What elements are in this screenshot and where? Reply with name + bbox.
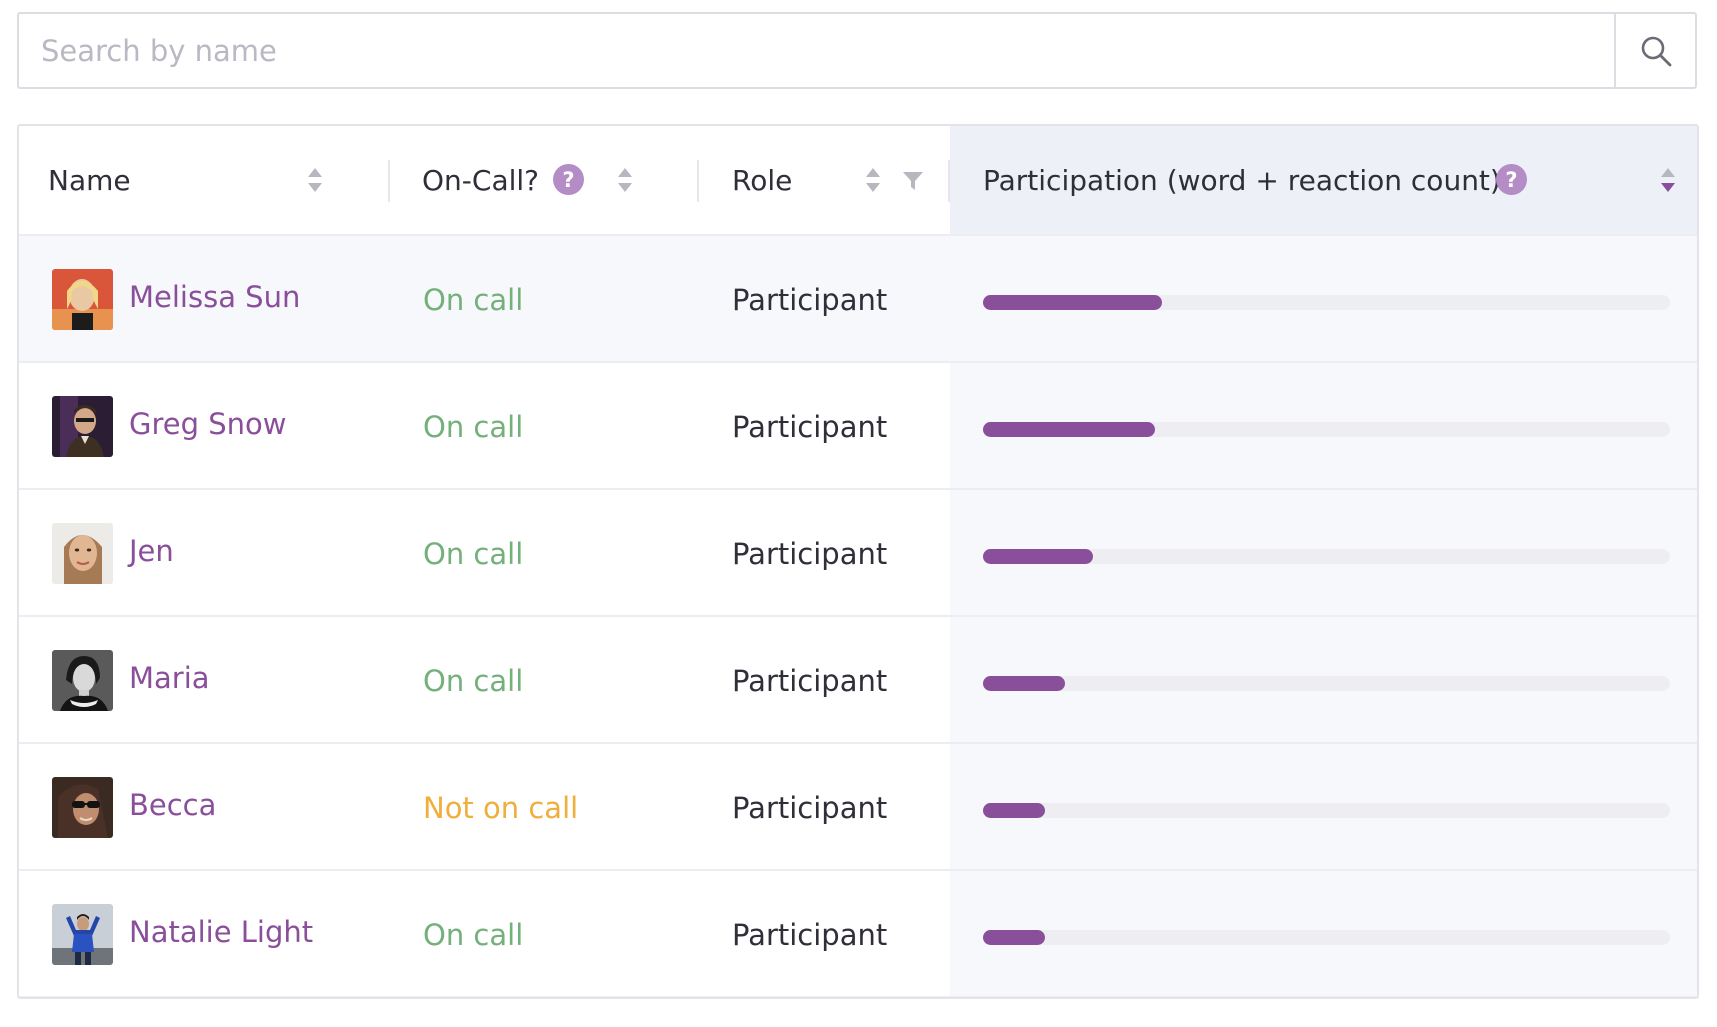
- participant-name-link[interactable]: Becca: [129, 788, 217, 822]
- participation-bar: [983, 295, 1670, 310]
- avatar: [52, 269, 113, 330]
- column-header-participation-label: Participation (word + reaction count): [983, 163, 1501, 197]
- participant-name-link[interactable]: Greg Snow: [129, 407, 287, 441]
- table-row[interactable]: Natalie Light On call Participant: [19, 871, 1697, 997]
- participation-bar-fill: [983, 676, 1066, 691]
- sort-icon[interactable]: [865, 167, 881, 193]
- participation-bar: [983, 549, 1670, 564]
- table-row[interactable]: Greg Snow On call Participant: [19, 363, 1697, 490]
- table-row[interactable]: Becca Not on call Participant: [19, 744, 1697, 871]
- search-input[interactable]: [19, 14, 1614, 87]
- help-icon-glyph: ?: [1505, 167, 1518, 192]
- participation-bar: [983, 803, 1670, 818]
- column-header-participation[interactable]: Participation (word + reaction count): [983, 126, 1501, 234]
- participation-bar: [983, 422, 1670, 437]
- search-button[interactable]: [1614, 14, 1695, 87]
- column-header-on-call[interactable]: On-Call?: [422, 126, 539, 234]
- avatar: [52, 396, 113, 457]
- column-header-role-label: Role: [732, 163, 793, 197]
- participant-name-link[interactable]: Maria: [129, 661, 210, 695]
- participation-bar-fill: [983, 803, 1045, 818]
- column-header-on-call-label: On-Call?: [422, 163, 540, 197]
- table-row[interactable]: Jen On call Participant: [19, 490, 1697, 617]
- participation-bar: [983, 930, 1670, 945]
- help-icon-glyph: ?: [562, 167, 575, 192]
- role-text: Participant: [732, 410, 888, 444]
- sort-icon[interactable]: [307, 167, 323, 193]
- help-icon[interactable]: ?: [1496, 164, 1527, 195]
- role-text: Participant: [732, 791, 888, 825]
- column-divider: [697, 160, 699, 202]
- sort-icon[interactable]: [617, 167, 633, 193]
- role-text: Participant: [732, 664, 888, 698]
- participation-bar-fill: [983, 549, 1093, 564]
- on-call-status: On call: [423, 410, 524, 444]
- on-call-status: Not on call: [423, 791, 579, 825]
- avatar: [52, 904, 113, 965]
- avatar: [52, 523, 113, 584]
- on-call-status: On call: [423, 918, 524, 952]
- participation-bar-fill: [983, 295, 1162, 310]
- avatar: [52, 650, 113, 711]
- participants-table: Name On-Call? ? Role Parti: [17, 124, 1699, 999]
- column-header-name-label: Name: [48, 163, 131, 197]
- column-header-role[interactable]: Role: [732, 126, 792, 234]
- participant-name-link[interactable]: Melissa Sun: [129, 280, 301, 314]
- role-text: Participant: [732, 537, 888, 571]
- participant-name-link[interactable]: Natalie Light: [129, 915, 314, 949]
- table-header: Name On-Call? ? Role Parti: [19, 126, 1697, 236]
- role-text: Participant: [732, 283, 888, 317]
- sort-descending-icon[interactable]: [1660, 167, 1676, 193]
- column-divider: [948, 160, 950, 202]
- participation-bar: [983, 676, 1670, 691]
- search-icon: [1641, 36, 1671, 66]
- table-row[interactable]: Melissa Sun On call Participant: [19, 236, 1697, 363]
- on-call-status: On call: [423, 664, 524, 698]
- column-header-name[interactable]: Name: [48, 126, 131, 234]
- on-call-status: On call: [423, 537, 524, 571]
- help-icon[interactable]: ?: [553, 164, 584, 195]
- participant-name-link[interactable]: Jen: [129, 534, 174, 568]
- on-call-status: On call: [423, 283, 524, 317]
- role-text: Participant: [732, 918, 888, 952]
- avatar: [52, 777, 113, 838]
- sorted-header-highlight: [950, 126, 1697, 234]
- participation-bar-fill: [983, 930, 1045, 945]
- table-row[interactable]: Maria On call Participant: [19, 617, 1697, 744]
- column-divider: [388, 160, 390, 202]
- search-bar: [17, 12, 1697, 89]
- participation-bar-fill: [983, 422, 1155, 437]
- filter-icon[interactable]: [902, 171, 924, 191]
